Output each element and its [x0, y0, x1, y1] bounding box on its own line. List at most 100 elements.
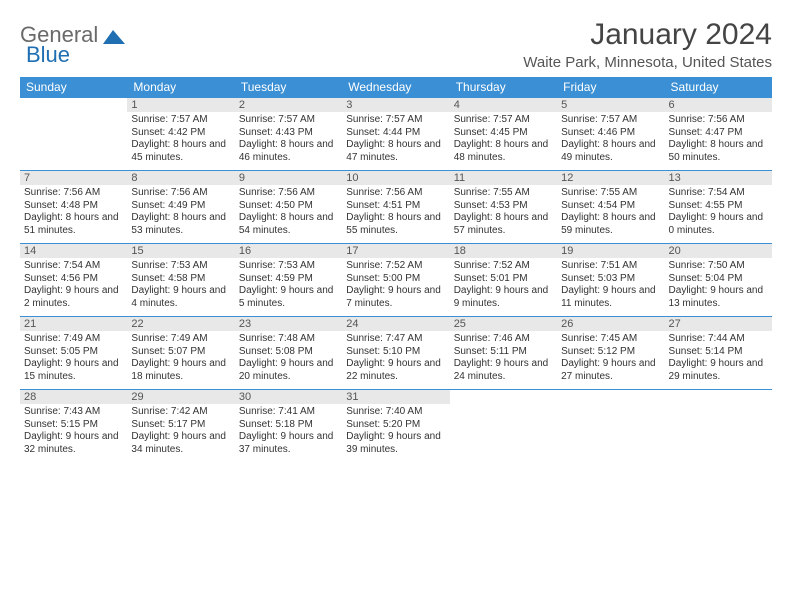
- calendar-cell: 25Sunrise: 7:46 AMSunset: 5:11 PMDayligh…: [450, 316, 557, 389]
- calendar-cell: 5Sunrise: 7:57 AMSunset: 4:46 PMDaylight…: [557, 97, 664, 170]
- sunrise-line: Sunrise: 7:56 AM: [239, 187, 338, 200]
- daynum: 10: [342, 170, 449, 185]
- sunrise-line: Sunrise: 7:57 AM: [561, 114, 660, 127]
- calendar-cell: 9Sunrise: 7:56 AMSunset: 4:50 PMDaylight…: [235, 170, 342, 243]
- day-info: Sunrise: 7:41 AMSunset: 5:18 PMDaylight:…: [235, 404, 342, 462]
- daylight-line: Daylight: 9 hours and 9 minutes.: [454, 285, 553, 310]
- daynum-empty: [665, 389, 772, 403]
- calendar-cell: 28Sunrise: 7:43 AMSunset: 5:15 PMDayligh…: [20, 389, 127, 462]
- sunrise-line: Sunrise: 7:53 AM: [131, 260, 230, 273]
- daynum: 12: [557, 170, 664, 185]
- logo-word2: Blue: [26, 42, 70, 67]
- sunrise-line: Sunrise: 7:42 AM: [131, 406, 230, 419]
- day-info: Sunrise: 7:53 AMSunset: 4:58 PMDaylight:…: [127, 258, 234, 316]
- daylight-line: Daylight: 9 hours and 24 minutes.: [454, 358, 553, 383]
- sunrise-line: Sunrise: 7:57 AM: [454, 114, 553, 127]
- day-info: Sunrise: 7:52 AMSunset: 5:00 PMDaylight:…: [342, 258, 449, 316]
- daylight-line: Daylight: 9 hours and 18 minutes.: [131, 358, 230, 383]
- sunset-line: Sunset: 4:44 PM: [346, 127, 445, 140]
- sunrise-line: Sunrise: 7:40 AM: [346, 406, 445, 419]
- daynum: 3: [342, 97, 449, 112]
- sunset-line: Sunset: 4:55 PM: [669, 200, 768, 213]
- daynum: 29: [127, 389, 234, 404]
- daylight-line: Daylight: 9 hours and 13 minutes.: [669, 285, 768, 310]
- day-info: Sunrise: 7:57 AMSunset: 4:42 PMDaylight:…: [127, 112, 234, 170]
- calendar-cell: 23Sunrise: 7:48 AMSunset: 5:08 PMDayligh…: [235, 316, 342, 389]
- day-info: Sunrise: 7:43 AMSunset: 5:15 PMDaylight:…: [20, 404, 127, 462]
- day-info: Sunrise: 7:51 AMSunset: 5:03 PMDaylight:…: [557, 258, 664, 316]
- calendar-week: 14Sunrise: 7:54 AMSunset: 4:56 PMDayligh…: [20, 243, 772, 316]
- day-header: Wednesday: [342, 77, 449, 97]
- daynum: 27: [665, 316, 772, 331]
- calendar-week: 21Sunrise: 7:49 AMSunset: 5:05 PMDayligh…: [20, 316, 772, 389]
- sunrise-line: Sunrise: 7:48 AM: [239, 333, 338, 346]
- daynum: 23: [235, 316, 342, 331]
- sunrise-line: Sunrise: 7:41 AM: [239, 406, 338, 419]
- sunrise-line: Sunrise: 7:54 AM: [24, 260, 123, 273]
- sunrise-line: Sunrise: 7:55 AM: [454, 187, 553, 200]
- day-info: Sunrise: 7:46 AMSunset: 5:11 PMDaylight:…: [450, 331, 557, 389]
- daynum: 20: [665, 243, 772, 258]
- sunrise-line: Sunrise: 7:55 AM: [561, 187, 660, 200]
- daylight-line: Daylight: 9 hours and 0 minutes.: [669, 212, 768, 237]
- sunset-line: Sunset: 5:03 PM: [561, 273, 660, 286]
- calendar-cell: 30Sunrise: 7:41 AMSunset: 5:18 PMDayligh…: [235, 389, 342, 462]
- sunset-line: Sunset: 4:49 PM: [131, 200, 230, 213]
- day-info: Sunrise: 7:56 AMSunset: 4:51 PMDaylight:…: [342, 185, 449, 243]
- sunset-line: Sunset: 4:54 PM: [561, 200, 660, 213]
- daynum: 11: [450, 170, 557, 185]
- calendar-cell: 13Sunrise: 7:54 AMSunset: 4:55 PMDayligh…: [665, 170, 772, 243]
- sunrise-line: Sunrise: 7:49 AM: [24, 333, 123, 346]
- daylight-line: Daylight: 9 hours and 2 minutes.: [24, 285, 123, 310]
- day-header: Friday: [557, 77, 664, 97]
- sunrise-line: Sunrise: 7:47 AM: [346, 333, 445, 346]
- daylight-line: Daylight: 9 hours and 4 minutes.: [131, 285, 230, 310]
- calendar-cell: 7Sunrise: 7:56 AMSunset: 4:48 PMDaylight…: [20, 170, 127, 243]
- daynum: 31: [342, 389, 449, 404]
- day-info: Sunrise: 7:57 AMSunset: 4:44 PMDaylight:…: [342, 112, 449, 170]
- sunset-line: Sunset: 5:01 PM: [454, 273, 553, 286]
- daylight-line: Daylight: 8 hours and 51 minutes.: [24, 212, 123, 237]
- logo-word2-wrap: Blue: [26, 42, 70, 68]
- day-info: Sunrise: 7:55 AMSunset: 4:54 PMDaylight:…: [557, 185, 664, 243]
- location: Waite Park, Minnesota, United States: [523, 54, 772, 71]
- sunrise-line: Sunrise: 7:46 AM: [454, 333, 553, 346]
- calendar-cell: 10Sunrise: 7:56 AMSunset: 4:51 PMDayligh…: [342, 170, 449, 243]
- day-info: Sunrise: 7:57 AMSunset: 4:43 PMDaylight:…: [235, 112, 342, 170]
- calendar-cell: 3Sunrise: 7:57 AMSunset: 4:44 PMDaylight…: [342, 97, 449, 170]
- daynum: 13: [665, 170, 772, 185]
- daylight-line: Daylight: 9 hours and 22 minutes.: [346, 358, 445, 383]
- daynum: 2: [235, 97, 342, 112]
- sunrise-line: Sunrise: 7:45 AM: [561, 333, 660, 346]
- sunset-line: Sunset: 4:42 PM: [131, 127, 230, 140]
- day-info: Sunrise: 7:53 AMSunset: 4:59 PMDaylight:…: [235, 258, 342, 316]
- daynum: 8: [127, 170, 234, 185]
- daylight-line: Daylight: 8 hours and 46 minutes.: [239, 139, 338, 164]
- calendar-body: 1Sunrise: 7:57 AMSunset: 4:42 PMDaylight…: [20, 97, 772, 462]
- calendar-table: SundayMondayTuesdayWednesdayThursdayFrid…: [20, 77, 772, 462]
- daynum: 9: [235, 170, 342, 185]
- day-info: Sunrise: 7:40 AMSunset: 5:20 PMDaylight:…: [342, 404, 449, 462]
- sunrise-line: Sunrise: 7:56 AM: [24, 187, 123, 200]
- calendar-cell: 17Sunrise: 7:52 AMSunset: 5:00 PMDayligh…: [342, 243, 449, 316]
- page: General January 2024 Waite Park, Minneso…: [0, 0, 792, 472]
- daynum: 30: [235, 389, 342, 404]
- calendar-head: SundayMondayTuesdayWednesdayThursdayFrid…: [20, 77, 772, 97]
- logo-sail-icon: [101, 26, 127, 44]
- calendar-cell: 19Sunrise: 7:51 AMSunset: 5:03 PMDayligh…: [557, 243, 664, 316]
- sunset-line: Sunset: 4:53 PM: [454, 200, 553, 213]
- sunrise-line: Sunrise: 7:49 AM: [131, 333, 230, 346]
- day-info: Sunrise: 7:56 AMSunset: 4:48 PMDaylight:…: [20, 185, 127, 243]
- sunset-line: Sunset: 5:00 PM: [346, 273, 445, 286]
- calendar-cell: [450, 389, 557, 462]
- daylight-line: Daylight: 8 hours and 49 minutes.: [561, 139, 660, 164]
- sunset-line: Sunset: 4:50 PM: [239, 200, 338, 213]
- daynum: 1: [127, 97, 234, 112]
- daylight-line: Daylight: 9 hours and 34 minutes.: [131, 431, 230, 456]
- sunrise-line: Sunrise: 7:57 AM: [346, 114, 445, 127]
- daynum: 19: [557, 243, 664, 258]
- day-info: Sunrise: 7:56 AMSunset: 4:50 PMDaylight:…: [235, 185, 342, 243]
- sunrise-line: Sunrise: 7:52 AM: [346, 260, 445, 273]
- daynum: 16: [235, 243, 342, 258]
- daynum: 17: [342, 243, 449, 258]
